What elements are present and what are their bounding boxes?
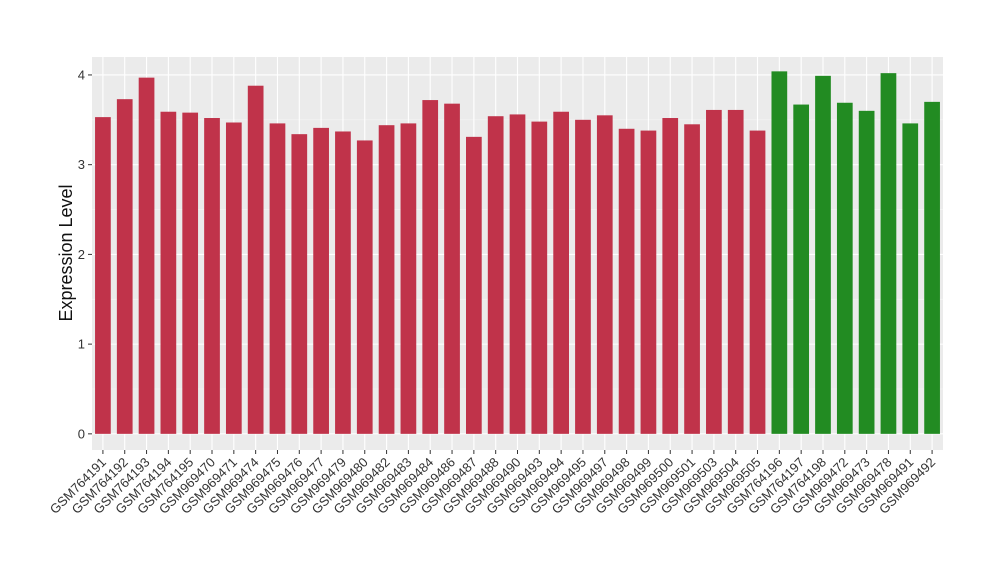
bar [95, 117, 111, 434]
bar [902, 123, 919, 434]
x-axis: GSM764191GSM764192GSM764193GSM764194GSM7… [47, 450, 938, 517]
bar [771, 71, 788, 434]
bar [924, 101, 940, 434]
bar [531, 121, 548, 434]
bar [858, 110, 875, 434]
bar [182, 112, 199, 434]
bar [706, 109, 722, 434]
bar [684, 124, 700, 434]
y-tick-label: 0 [78, 426, 85, 441]
bar [575, 119, 591, 434]
bar [138, 77, 155, 434]
bar [116, 99, 133, 434]
bar [509, 114, 526, 434]
bar [291, 134, 308, 434]
bar [749, 130, 766, 434]
y-axis: 0 1 2 3 4 [78, 67, 92, 441]
bar [553, 111, 569, 434]
bar [422, 100, 439, 434]
bar [444, 103, 460, 434]
bar [160, 111, 177, 434]
y-tick-label: 3 [78, 157, 85, 172]
bars [95, 71, 940, 434]
y-tick-label: 2 [78, 247, 85, 262]
bar [618, 128, 635, 434]
bar [356, 140, 373, 434]
y-tick-label: 1 [78, 337, 85, 352]
bar [727, 109, 744, 434]
bar [466, 136, 482, 434]
bar [880, 73, 897, 434]
bar [836, 102, 853, 434]
bar [335, 131, 351, 434]
bar [269, 123, 286, 434]
bar [662, 118, 679, 434]
bar [378, 125, 395, 434]
bar [793, 104, 810, 434]
bar [247, 85, 264, 434]
bar [225, 122, 242, 434]
bar [313, 127, 329, 434]
bar [487, 116, 504, 434]
bar [640, 130, 657, 434]
bar [815, 75, 831, 434]
bar [596, 115, 613, 434]
y-tick-label: 4 [78, 67, 85, 82]
bar [400, 123, 417, 434]
bar [204, 118, 220, 434]
y-axis-title: Expression Level [56, 184, 76, 321]
